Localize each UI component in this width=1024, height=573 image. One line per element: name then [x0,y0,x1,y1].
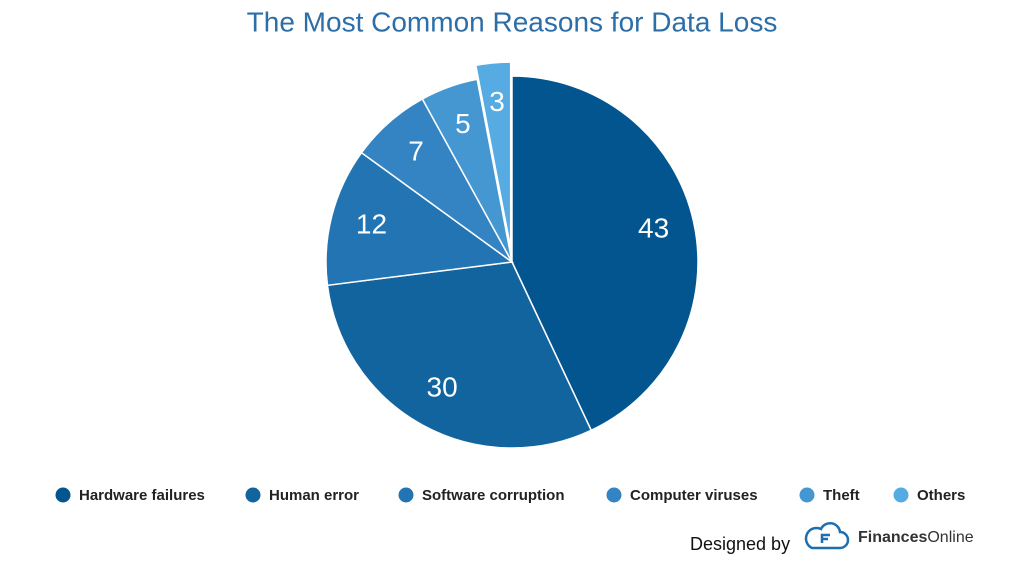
legend-marker [606,487,622,503]
credit: Designed by FinancesOnline [690,522,974,554]
legend-marker [245,487,261,503]
pie-slice [326,261,593,449]
data-label: 7 [408,136,424,167]
pie-slice [421,78,513,263]
pie-slice [511,75,699,432]
brand-logo [804,522,850,550]
chart-title: The Most Common Reasons for Data Loss [247,6,778,37]
legend-marker [398,487,414,503]
data-label: 12 [356,208,387,239]
credit-text: Designed by [690,534,790,554]
brand: FinancesOnline [858,529,974,546]
brand-logo-mark [820,533,830,543]
pie-slice [325,151,514,287]
legend-marker [55,487,71,503]
legend-marker [799,487,815,503]
legend-marker [893,487,909,503]
data-label: 30 [427,372,458,403]
brand-bold: Finances [858,529,927,546]
legend-label: Software corruption [422,487,565,504]
legend-label: Hardware failures [79,487,205,504]
data-label: 43 [638,213,669,244]
data-label: 3 [489,86,505,117]
legend-label: Others [917,487,965,504]
brand-light: Online [927,529,973,546]
pie-slice [474,61,512,249]
legend-label: Human error [269,487,359,504]
data-label: 5 [455,108,471,139]
legend-label: Theft [823,487,860,504]
legend-label: Computer viruses [630,487,758,504]
